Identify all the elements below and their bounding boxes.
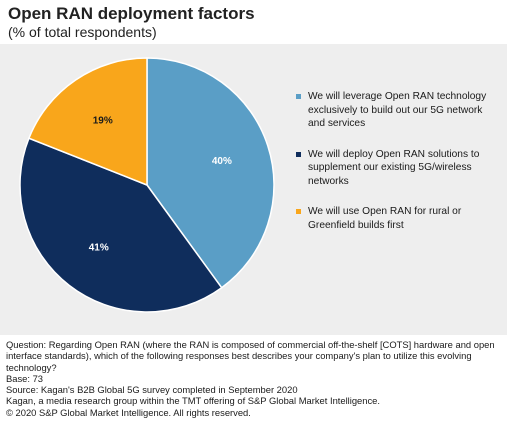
chart-area: 40% 41% 19% We will leverage Open RAN tech…	[0, 44, 507, 335]
chart-subtitle: (% of total respondents)	[8, 24, 157, 40]
footer-source: Source: Kagan's B2B Global 5G survey com…	[6, 384, 298, 396]
legend: We will leverage Open RAN technology exc…	[296, 90, 501, 249]
legend-item-rural-greenfield: We will use Open RAN for rural or Greenf…	[296, 205, 501, 232]
chart-title: Open RAN deployment factors	[8, 4, 255, 23]
legend-swatch	[296, 209, 301, 214]
legend-item-supplement-existing: We will deploy Open RAN solutions to sup…	[296, 148, 501, 189]
legend-swatch	[296, 94, 301, 99]
chart-footer: Question: Regarding Open RAN (where the …	[6, 339, 504, 418]
legend-item-leverage-exclusively: We will leverage Open RAN technology exc…	[296, 90, 501, 131]
legend-label: We will leverage Open RAN technology exc…	[308, 91, 487, 129]
slice-label-40: 40%	[212, 156, 232, 167]
pie-slice-leverage-exclusively	[146, 57, 275, 289]
slice-label-19: 19%	[93, 115, 113, 126]
footer-copyright: © 2020 S&P Global Market Intelligence. A…	[6, 406, 251, 418]
footer-kagan: Kagan, a media research group within the…	[6, 395, 380, 407]
legend-label: We will use Open RAN for rural or Greenf…	[308, 206, 462, 231]
pie-chart: 40% 41% 19%	[19, 57, 275, 313]
footer-base: Base: 73	[6, 372, 44, 384]
footer-question: Question: Regarding Open RAN (where the …	[6, 339, 495, 373]
legend-swatch	[296, 151, 301, 157]
pie-slice-supplement-existing	[19, 137, 223, 313]
slice-label-41: 41%	[89, 243, 109, 254]
legend-label: We will deploy Open RAN solutions to sup…	[308, 148, 480, 187]
pie-slice-rural-greenfield	[27, 57, 148, 187]
